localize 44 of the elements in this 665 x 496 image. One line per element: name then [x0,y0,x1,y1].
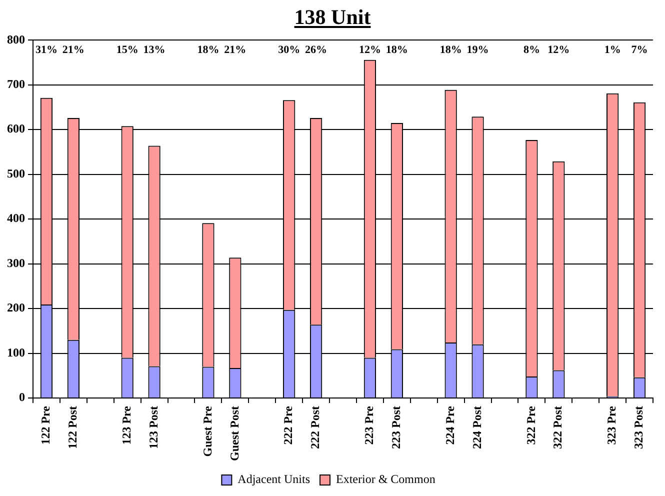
annotation: 15% [116,44,138,56]
x-tick-label: 224 Pre [442,405,457,445]
annotation: 30% [278,44,300,56]
annotation: 18% [197,44,220,56]
y-tick-label: 800 [7,32,25,46]
annotation: 31% [35,44,58,56]
y-tick-label: 0 [19,390,25,404]
x-tick-label: Guest Post [227,406,242,462]
legend-label: Adjacent Units [238,472,310,486]
x-tick-label: 223 Post [389,406,404,450]
x-tick-label: Guest Pre [200,405,214,457]
y-tick-label: 600 [7,122,25,136]
annotation: 1% [604,44,621,56]
annotation: 26% [305,44,328,56]
annotation: 18% [440,44,462,56]
annotation: 19% [466,44,489,56]
x-tick-label: 222 Post [308,406,322,450]
legend-label: Exterior & Common [336,472,436,486]
x-tick-label: 122 Post [66,406,80,450]
x-tick-label: 222 Pre [281,405,296,445]
x-tick-label: 322 Pre [524,405,538,445]
y-tick-label: 700 [7,77,25,92]
x-tick-label: 122 Pre [38,405,53,445]
chart-title: 138 Unit [293,4,372,30]
x-tick-label: 224 Post [470,406,484,450]
x-tick-label: 123 Pre [119,405,134,445]
annotation: 18% [386,44,408,56]
x-tick-label: 123 Post [146,406,160,450]
annotation: 8% [523,44,540,56]
annotation: 13% [143,44,166,56]
y-tick-label: 100 [7,345,25,360]
x-tick-label: 323 Post [632,406,646,450]
y-tick-label: 400 [7,211,25,226]
y-tick-label: 300 [7,256,25,270]
y-tick-label: 200 [7,300,25,315]
annotation: 12% [358,44,381,56]
annotation: 21% [224,44,246,56]
x-tick-label: 223 Pre [362,405,376,445]
y-tick-label: 500 [7,166,25,180]
x-tick-label: 322 Post [550,406,565,450]
annotation: 7% [631,44,648,56]
annotation: 12% [548,44,570,56]
annotation: 21% [62,44,84,56]
x-tick-label: 323 Pre [604,405,619,445]
